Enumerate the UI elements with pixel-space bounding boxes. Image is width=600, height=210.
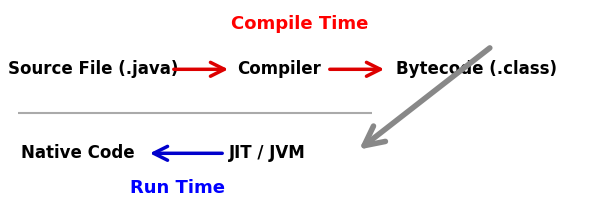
Text: Bytecode (.class): Bytecode (.class) bbox=[397, 60, 557, 78]
Text: Native Code: Native Code bbox=[21, 144, 135, 162]
Text: Compile Time: Compile Time bbox=[232, 15, 368, 33]
Text: JIT / JVM: JIT / JVM bbox=[229, 144, 305, 162]
Text: Source File (.java): Source File (.java) bbox=[8, 60, 178, 78]
Text: Compiler: Compiler bbox=[237, 60, 321, 78]
Text: Run Time: Run Time bbox=[130, 179, 224, 197]
